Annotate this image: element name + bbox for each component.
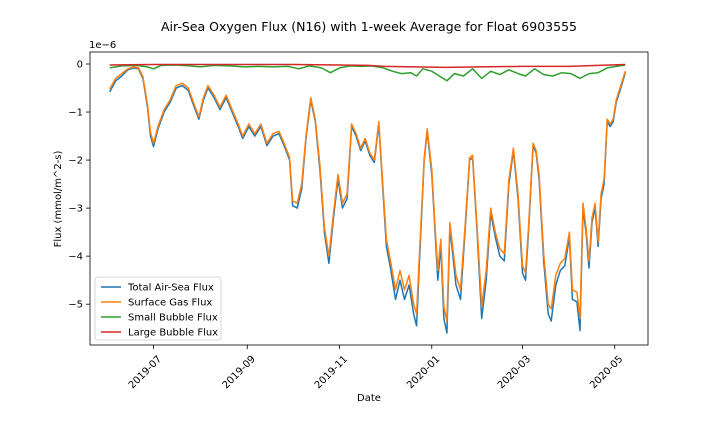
series-line-4 <box>109 63 626 69</box>
plot-frame <box>89 51 649 346</box>
legend-entry: Large Bubble Flux <box>128 328 218 339</box>
y-tick-label: −3 <box>68 204 83 215</box>
y-tick-label: −2 <box>68 156 83 167</box>
chart-title: Air-Sea Oxygen Flux (N16) with 1-week Av… <box>161 19 577 34</box>
y-axis-label: Flux (mmol/m^2-s) <box>53 150 64 247</box>
y-axis: 0 −1 −2 −3 −4 −5 <box>68 60 90 311</box>
y-tick-label: −5 <box>68 300 83 311</box>
legend-box <box>94 276 222 341</box>
y-tick-label: 0 <box>77 60 83 71</box>
legend-entry: Surface Gas Flux <box>128 298 212 309</box>
plot-area <box>109 63 627 334</box>
series-layer <box>109 63 627 334</box>
y-tick-label: −4 <box>68 252 83 263</box>
y-tick-label: −1 <box>68 108 83 119</box>
legend-entry: Total Air-Sea Flux <box>127 283 214 294</box>
legend-entry: Small Bubble Flux <box>128 313 218 324</box>
legend: Total Air-Sea Flux Surface Gas Flux Small … <box>94 276 222 341</box>
series-line-3 <box>109 64 626 82</box>
series-line-1 <box>109 67 627 334</box>
series-line-2 <box>109 66 627 322</box>
x-axis-label: Date <box>357 393 381 404</box>
y-offset-label: 1e−6 <box>89 40 116 51</box>
